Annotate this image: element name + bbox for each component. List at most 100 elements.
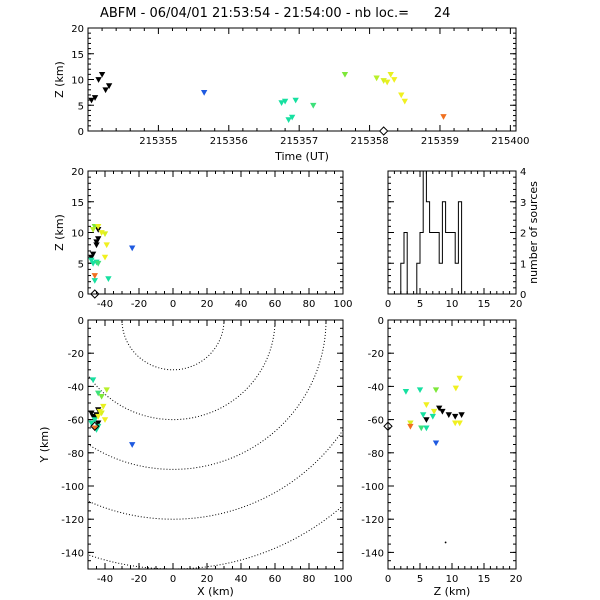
data-point [101,417,109,423]
y2-tick-label: 2 [520,229,526,240]
data-point [95,260,102,267]
y-tick-label: 15 [71,198,84,209]
data-point [452,413,459,420]
data-point [200,89,208,96]
data-point [391,77,398,83]
data-point [288,114,296,121]
x-tick-label: 40 [235,574,248,585]
x-axis-label: X (km) [197,585,234,598]
data-point [456,420,463,427]
x-tick-label: 20 [510,299,523,310]
data-point [91,95,99,101]
x-tick-label: 60 [269,299,282,310]
data-point [102,87,109,94]
y-tick-label: 5 [78,259,84,270]
y-tick-label: -100 [361,482,384,493]
y-tick-label: 10 [71,76,84,87]
data-point [383,79,391,86]
x-z-panel: -40 -20 0 20 40 60 80 100 0 5 10 15 20 Z (km) [53,167,353,310]
data-point [95,413,102,420]
x-tick-label: -40 [97,574,113,585]
data-point [292,97,299,104]
x-tick-label: -20 [131,299,147,310]
data-point [95,77,102,83]
histogram-line [388,170,516,295]
y-tick-label: -20 [368,349,384,360]
data-point [89,377,97,384]
data-point [423,425,430,432]
chart-title: ABFM - 06/04/01 21:53:54 - 21:54:00 - nb… [100,6,450,21]
x-tick-label: 215358 [350,136,388,147]
x-tick-label: 15 [478,574,491,585]
data-point [420,412,427,418]
x-tick-label: 215356 [210,136,248,147]
y-tick-label: 0 [78,316,84,327]
y-tick-label: -60 [68,416,84,427]
data-point [407,423,414,430]
data-point [387,71,394,78]
data-point [429,413,436,420]
data-point [96,408,104,415]
station-marker [378,126,389,136]
x-tick-label: 100 [333,299,352,310]
x-tick-label: -40 [97,299,113,310]
data-point [430,408,438,415]
y-tick-label: 15 [71,50,84,61]
x-axis-label: Time (UT) [274,150,329,163]
data-point [444,541,447,544]
y-tick-label: -40 [68,382,84,393]
data-point [91,273,98,279]
y-tick-label: -20 [68,349,84,360]
x-tick-label: 100 [333,574,352,585]
station-marker [90,289,100,299]
y2-tick-label: 0 [520,290,526,301]
x-tick-label: 0 [385,574,391,585]
y-axis-label: Z (km) [53,61,66,98]
x-tick-label: 5 [417,299,423,310]
data-point [89,251,97,258]
x-tick-label: 215359 [421,136,459,147]
y-axis-label: Y (km) [38,427,51,464]
x-tick-label: 40 [235,299,248,310]
y-tick-label: -60 [368,416,384,427]
data-point [129,245,136,252]
data-point [129,442,136,448]
y-tick-label: 0 [78,127,84,138]
data-point [88,97,95,104]
data-point [89,227,97,233]
x-tick-label: 80 [303,574,316,585]
data-point [93,239,100,246]
y-tick-label: -120 [61,515,84,526]
data-point [91,417,98,423]
y-tick-label: 20 [71,167,84,178]
data-point [439,408,446,415]
x-tick-label: 20 [201,299,214,310]
data-point [432,387,440,394]
x-tick-label: 0 [170,299,176,310]
data-point [445,412,452,418]
data-point [101,254,109,261]
x-tick-label: 60 [269,574,282,585]
data-point [105,276,112,282]
y-tick-label: -100 [61,482,84,493]
data-point [458,412,465,418]
time-z-panel: 215355 215356 215357 215358 215359 215400 0 5 10… [53,24,529,163]
data-point [91,425,98,432]
y-tick-label: -40 [368,382,384,393]
x-tick-label: -20 [131,574,147,585]
data-point [278,100,285,106]
data-point [285,117,292,123]
data-point [432,440,440,447]
y2-tick-label: 3 [520,198,526,209]
data-point [418,425,425,432]
x-tick-label: 5 [417,574,423,585]
data-point [401,98,408,105]
x-tick-label: 0 [385,299,391,310]
y2-tick-label: 4 [520,167,526,178]
data-point [98,71,106,78]
data-point [105,83,113,90]
data-point [423,402,430,408]
data-point [373,75,380,82]
